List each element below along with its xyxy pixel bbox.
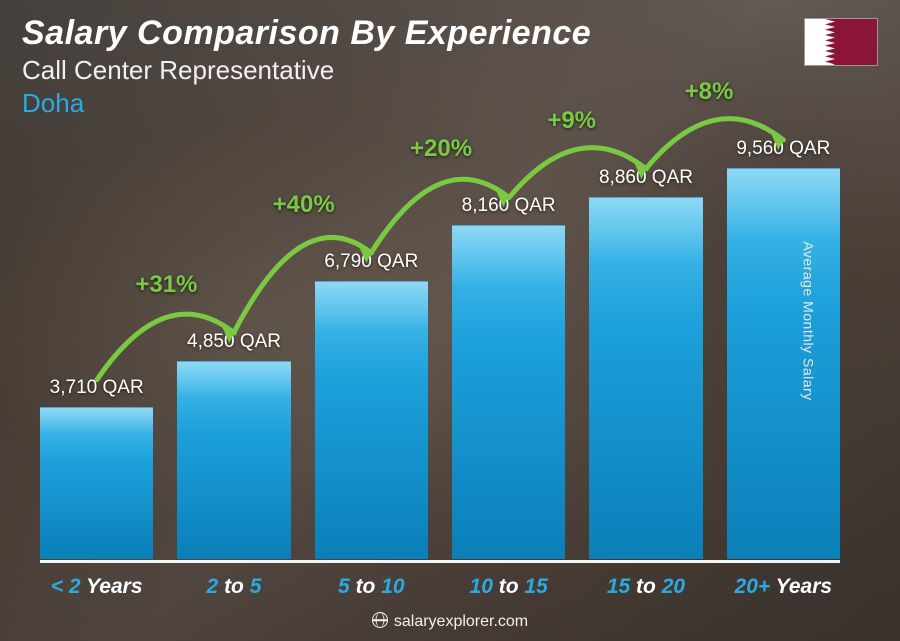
chart-location: Doha bbox=[22, 88, 878, 119]
y-axis-label: Average Monthly Salary bbox=[800, 241, 816, 400]
x-axis-label: < 2 Years bbox=[40, 575, 153, 599]
footer: salaryexplorer.com bbox=[0, 612, 900, 631]
bars-container: 3,710 QAR4,850 QAR6,790 QAR8,160 QAR8,86… bbox=[40, 150, 840, 559]
bar-slot: 8,160 QAR bbox=[452, 150, 565, 559]
x-axis-baseline bbox=[40, 560, 840, 563]
chart-subtitle: Call Center Representative bbox=[22, 55, 878, 86]
percent-increase-badge: +8% bbox=[685, 78, 734, 106]
bar-slot: 8,860 QAR bbox=[589, 150, 702, 559]
bar-slot: 3,710 QAR bbox=[40, 150, 153, 559]
bar bbox=[589, 197, 702, 559]
header: Salary Comparison By Experience Call Cen… bbox=[22, 14, 878, 119]
x-axis-label: 20+ Years bbox=[727, 575, 840, 599]
bar-value-label: 6,790 QAR bbox=[292, 251, 451, 273]
flag-white-band bbox=[805, 19, 825, 65]
x-axis-labels: < 2 Years 2 to 5 5 to 10 10 to 15 15 to 20 20… bbox=[40, 575, 840, 599]
percent-increase-badge: +20% bbox=[410, 135, 472, 163]
qatar-flag-icon bbox=[804, 18, 878, 66]
bar bbox=[177, 361, 290, 559]
flag-serration bbox=[825, 19, 835, 65]
bar bbox=[315, 281, 428, 559]
bar-value-label: 8,160 QAR bbox=[429, 195, 588, 217]
bar bbox=[452, 225, 565, 559]
x-axis-label: 15 to 20 bbox=[589, 575, 702, 599]
bar bbox=[727, 168, 840, 559]
x-axis-label: 2 to 5 bbox=[177, 575, 290, 599]
bar-value-label: 9,560 QAR bbox=[704, 138, 863, 160]
footer-text: salaryexplorer.com bbox=[394, 613, 528, 630]
bar-value-label: 4,850 QAR bbox=[155, 331, 314, 353]
bar bbox=[40, 407, 153, 559]
x-axis-label: 5 to 10 bbox=[315, 575, 428, 599]
percent-increase-badge: +9% bbox=[547, 107, 596, 135]
globe-icon bbox=[372, 612, 388, 628]
bar-value-label: 8,860 QAR bbox=[567, 167, 726, 189]
bar-slot: 9,560 QAR bbox=[727, 150, 840, 559]
x-axis-label: 10 to 15 bbox=[452, 575, 565, 599]
bar-chart: 3,710 QAR4,850 QAR6,790 QAR8,160 QAR8,86… bbox=[40, 150, 840, 559]
percent-increase-badge: +40% bbox=[273, 191, 335, 219]
chart-title: Salary Comparison By Experience bbox=[22, 14, 878, 53]
percent-increase-badge: +31% bbox=[135, 271, 197, 299]
bar-value-label: 3,710 QAR bbox=[17, 377, 176, 399]
